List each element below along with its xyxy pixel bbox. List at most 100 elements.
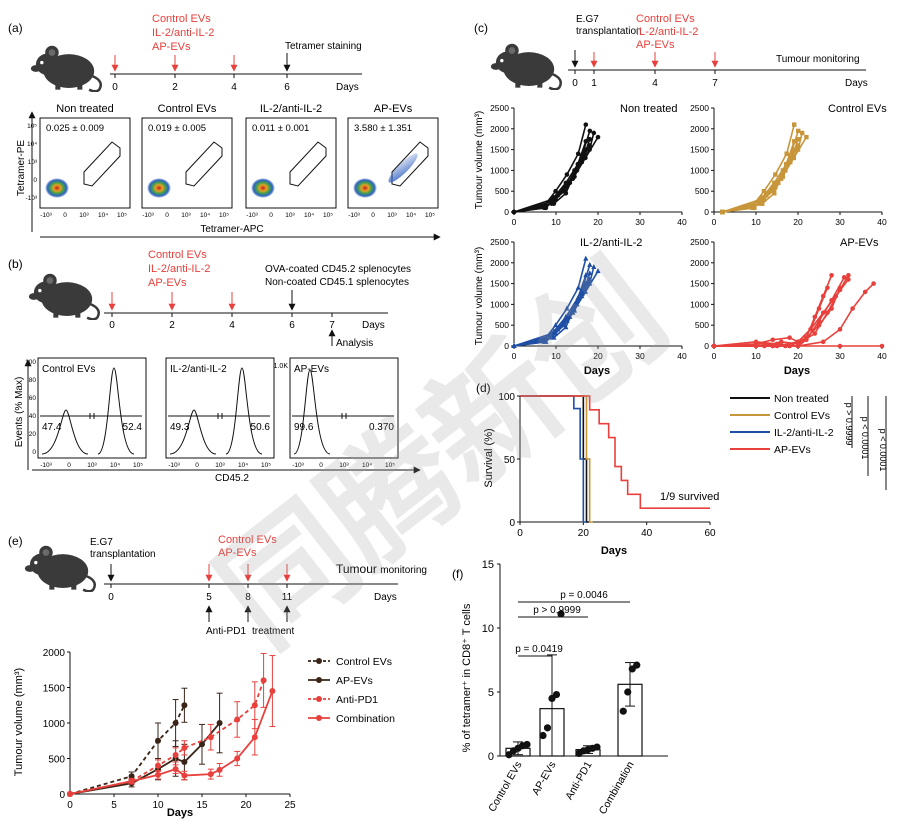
e-x-axis-label: Days (167, 807, 193, 819)
c-y-tick-label: 2500 (690, 103, 709, 113)
c-y-tick-label: 2000 (490, 124, 509, 134)
flow-value: 0.019 ± 0.005 (148, 123, 206, 134)
treatment-word: treatment (252, 626, 294, 637)
data-point (216, 766, 223, 773)
histogram-title: IL-2/anti-IL-2 (170, 364, 227, 375)
transplant-label: E.G7 (576, 14, 599, 25)
mouse-icon (28, 272, 101, 320)
data-point (795, 143, 801, 148)
data-point (563, 180, 569, 186)
data-point (269, 688, 276, 695)
data-point (812, 331, 818, 336)
tick-label: 0 (112, 82, 118, 93)
monitoring-big: Tumour (336, 562, 377, 576)
cell-cluster (147, 178, 171, 198)
data-point (829, 272, 834, 278)
data-point (862, 289, 868, 295)
c-x-tick-label: 40 (677, 351, 687, 361)
flow-x-tick: 10⁵ (323, 212, 333, 219)
data-point (841, 275, 847, 280)
flow-x-axis-label: Tetramer-APC (200, 224, 263, 235)
data-point (571, 305, 577, 311)
hist-x-axis-label: CD45.2 (215, 473, 249, 484)
data-point (753, 343, 759, 349)
flow-plots: Non treated 0.025 ± 0.009 10⁵ 10⁴ 10³ 0 -10³ -1… (25, 103, 439, 219)
data-point (199, 741, 205, 748)
c-x-tick-label: 0 (512, 351, 517, 361)
data-point (583, 155, 588, 161)
histogram-title: AP-EVs (294, 364, 329, 375)
hist-x-tick: 10⁴ (362, 462, 372, 469)
data-point (792, 122, 797, 127)
combination-growth-plot: 0 500 1000 1500 2000 0 5 10 15 20 25 (43, 648, 296, 811)
data-point (564, 305, 570, 311)
data-point (234, 755, 241, 762)
data-point (773, 184, 778, 190)
data-point (128, 773, 135, 780)
hist-y-tick: 80 (29, 377, 37, 384)
flow-x-tick: 0 (269, 212, 273, 219)
data-point (181, 744, 188, 751)
treatment-label: IL-2/anti-IL-2 (148, 263, 210, 275)
left-percentage: 99.6 (294, 422, 314, 433)
flow-x-tick: 10⁵ (425, 212, 435, 219)
d-x-tick-label: 20 (578, 528, 590, 539)
c-x-tick-label: 10 (551, 351, 561, 361)
days-label: Days (845, 78, 868, 89)
transplant-label: transplantation (576, 26, 642, 37)
flow-plot-title: AP-EVs (374, 103, 413, 115)
data-point (879, 343, 885, 349)
histogram-peak (293, 369, 331, 455)
tick-label: 2 (169, 320, 175, 331)
p-value: p > 0.9999 (844, 403, 854, 446)
data-point (511, 343, 517, 348)
growth-curve (69, 704, 186, 795)
data-point (753, 339, 759, 345)
histogram-peak (169, 409, 217, 455)
data-point (837, 327, 843, 332)
tumour-curve (714, 283, 875, 347)
hist-y-tick: 40 (29, 413, 37, 420)
mouse-icon (490, 42, 563, 90)
hist-x-tick: 10⁵ (133, 462, 143, 469)
flow-value: 0.011 ± 0.001 (252, 123, 309, 134)
data-point (251, 702, 258, 709)
data-point (172, 751, 179, 758)
histogram-title: Control EVs (42, 364, 95, 375)
data-point (172, 766, 179, 773)
legend-marker (316, 715, 322, 721)
p-value-label: p = 0.0046 (560, 590, 608, 601)
data-point (820, 339, 826, 345)
monitoring-label: Tumour monitoring (776, 54, 860, 65)
data-point (552, 690, 561, 699)
legend-label: Non treated (774, 393, 829, 405)
data-point (784, 151, 789, 156)
data-point (172, 720, 179, 726)
treatment-label: AP-EVs (152, 41, 191, 53)
legend-label: IL-2/anti-IL-2 (774, 427, 834, 439)
data-point (808, 327, 813, 332)
panel-b: (b) Control EVs IL-2/anti-IL-2 AP-EVs OV… (8, 249, 421, 484)
data-point (591, 130, 597, 136)
c-y-axis-label: Tumour volume (mm³) (474, 247, 485, 346)
hist-x-tick: 0 (67, 462, 71, 469)
data-point (761, 189, 767, 194)
data-point (587, 261, 593, 267)
category-label: Combination (597, 759, 637, 816)
category-label: Control EVs (486, 760, 524, 815)
f-y-tick-label: 5 (488, 687, 494, 699)
hist-y-tick: 100 (25, 359, 36, 366)
analysis-label: Analysis (336, 338, 373, 349)
data-point (128, 778, 135, 785)
c-y-tick-label: 1000 (690, 165, 709, 175)
hist-x-tick: 10³ (87, 462, 97, 469)
e-y-tick-label: 0 (59, 790, 65, 801)
legend-label: AP-EVs (774, 444, 811, 456)
flow-x-tick: 10⁴ (304, 212, 314, 219)
panel-f: (f) 0 5 10 15 Control EVs AP-EVs Anti-PD1 Combi… (452, 559, 668, 817)
data-point (780, 172, 785, 177)
e-y-tick-label: 1500 (43, 684, 66, 695)
data-point (748, 204, 753, 210)
days-label: Days (362, 320, 385, 331)
